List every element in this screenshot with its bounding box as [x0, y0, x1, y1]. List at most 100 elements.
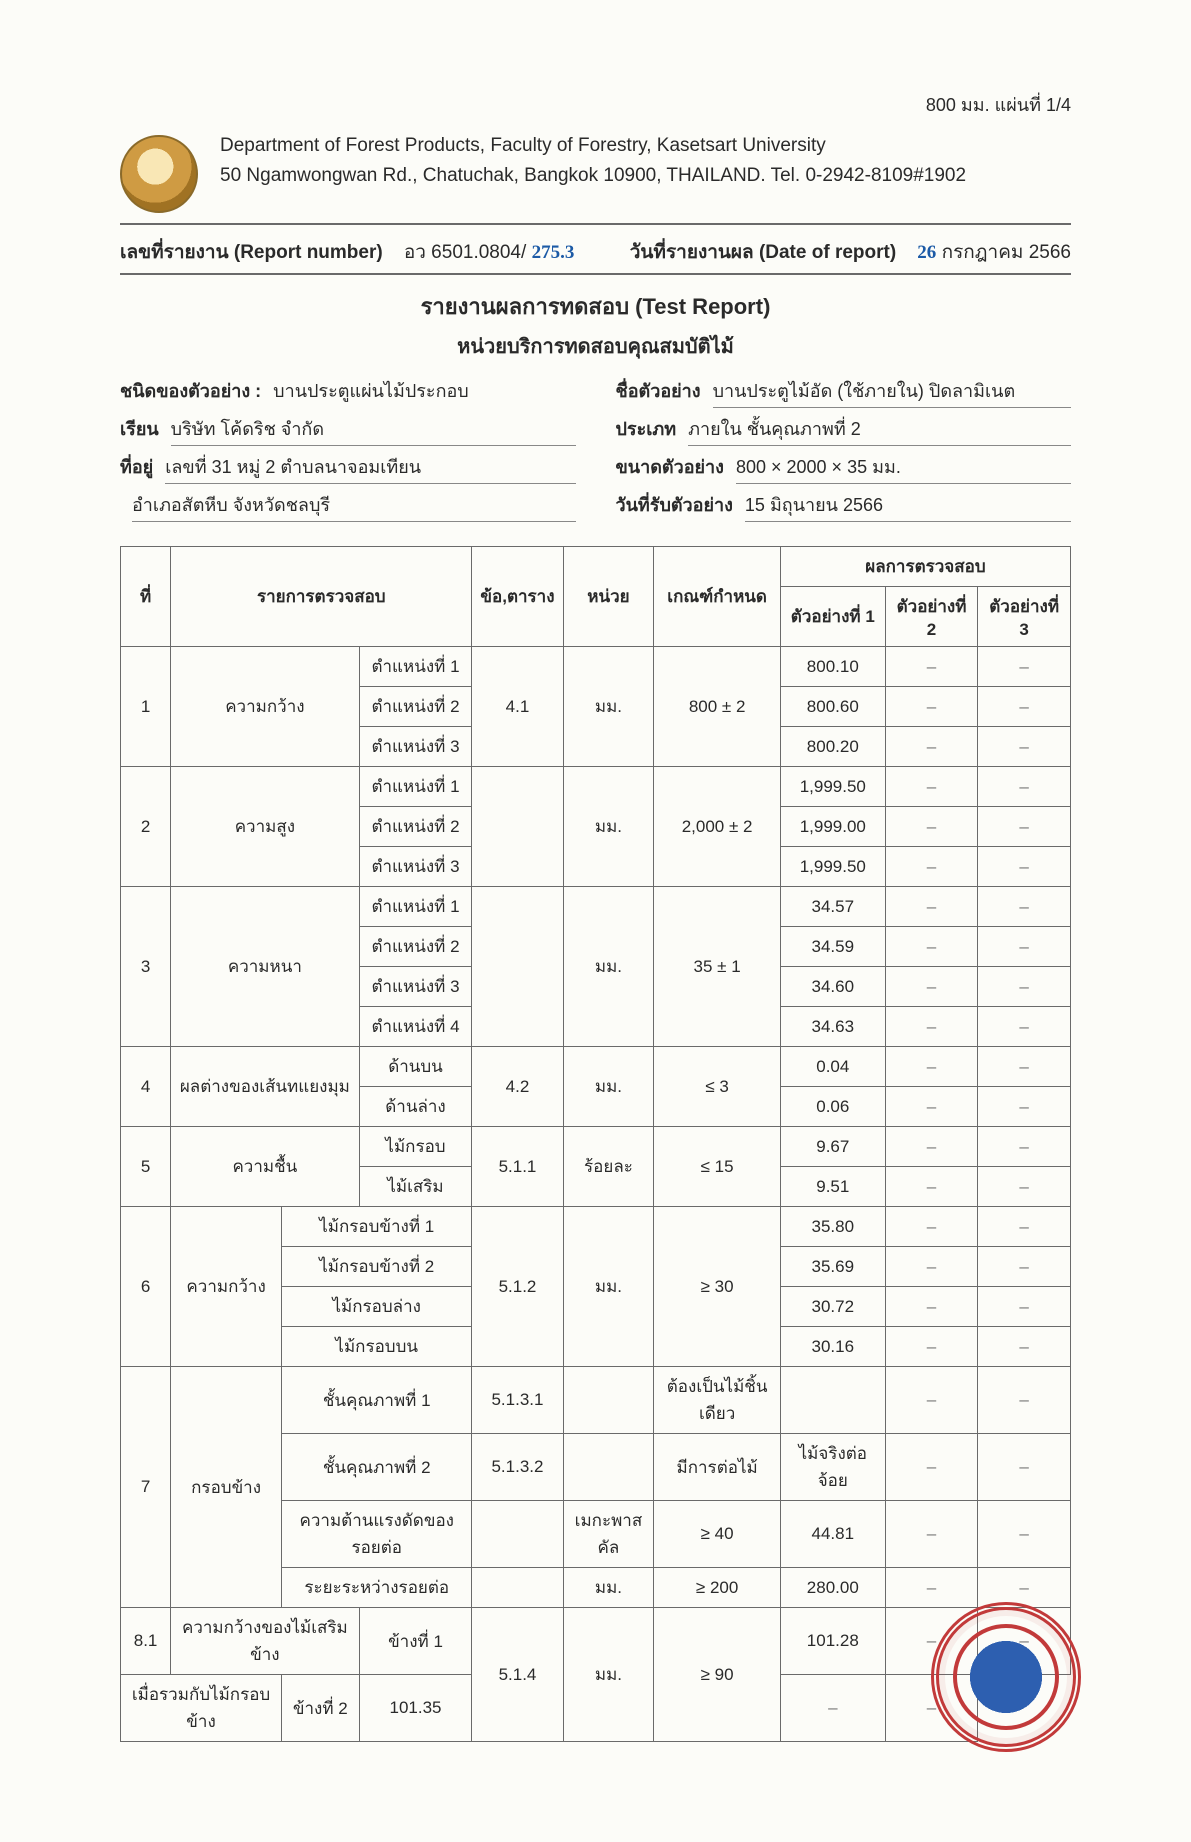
- meta-value: เลขที่ 31 หมู่ 2 ตำบลนาจอมเทียน: [165, 452, 575, 484]
- table-cell: –: [978, 1247, 1071, 1287]
- table-cell: –: [885, 1568, 978, 1608]
- table-cell: 5.1.2: [472, 1207, 563, 1367]
- table-cell: –: [978, 1007, 1071, 1047]
- report-number-label: เลขที่รายงาน (Report number): [120, 242, 383, 263]
- table-cell: ไม้กรอบ: [359, 1127, 472, 1167]
- meta-value: ภายใน ชั้นคุณภาพที่ 2: [688, 414, 1071, 446]
- table-cell: –: [978, 727, 1071, 767]
- table-row: 2ความสูงตำแหน่งที่ 1มม.2,000 ± 21,999.50…: [121, 767, 1071, 807]
- table-cell: –: [978, 1207, 1071, 1247]
- table-cell: มม.: [563, 1207, 654, 1367]
- page-number: 800 มม. แผ่นที่ 1/4: [120, 90, 1071, 119]
- table-cell: –: [978, 687, 1071, 727]
- table-cell: –: [978, 1087, 1071, 1127]
- table-cell: –: [885, 1247, 978, 1287]
- table-cell: –: [885, 967, 978, 1007]
- table-cell: ความหนา: [171, 887, 359, 1047]
- table-cell: ตำแหน่งที่ 2: [359, 927, 472, 967]
- table-cell: –: [978, 887, 1071, 927]
- table-cell: ระยะระหว่างรอยต่อ: [282, 1568, 472, 1608]
- table-cell: –: [978, 807, 1071, 847]
- table-cell: –: [978, 1327, 1071, 1367]
- meta-label: ชื่อตัวอย่าง: [616, 376, 701, 408]
- table-cell: –: [978, 1568, 1071, 1608]
- table-cell: ข้างที่ 2: [282, 1675, 360, 1742]
- table-cell: 800 ± 2: [654, 647, 781, 767]
- table-row: 4ผลต่างของเส้นทแยงมุมด้านบน4.2มม.≤ 30.04…: [121, 1047, 1071, 1087]
- th-criteria: เกณฑ์กำหนด: [654, 547, 781, 647]
- table-cell: 34.60: [780, 967, 885, 1007]
- table-cell: –: [885, 1287, 978, 1327]
- meta-value: 800 × 2000 × 35 มม.: [736, 452, 1071, 484]
- table-cell: –: [978, 1287, 1071, 1327]
- table-cell: กรอบข้าง: [171, 1367, 282, 1608]
- th-clause: ข้อ,ตาราง: [472, 547, 563, 647]
- table-head: ที่ รายการตรวจสอบ ข้อ,ตาราง หน่วย เกณฑ์ก…: [121, 547, 1071, 647]
- table-cell: –: [978, 1434, 1071, 1501]
- table-cell: –: [885, 1087, 978, 1127]
- table-cell: ชั้นคุณภาพที่ 1: [282, 1367, 472, 1434]
- table-cell: ตำแหน่งที่ 3: [359, 967, 472, 1007]
- meta-row: ขนาดตัวอย่าง 800 × 2000 × 35 มม.: [616, 452, 1072, 484]
- table-cell: 1,999.50: [780, 847, 885, 887]
- table-cell: ชั้นคุณภาพที่ 2: [282, 1434, 472, 1501]
- table-cell: –: [885, 1501, 978, 1568]
- table-row: 8.1ความกว้างของไม้เสริมข้างข้างที่ 15.1.…: [121, 1608, 1071, 1675]
- table-cell: 1: [121, 647, 171, 767]
- table-cell: –: [978, 927, 1071, 967]
- table-cell: [472, 887, 563, 1047]
- meta-row: เรียน บริษัท โค้ดริช จำกัด: [120, 414, 576, 446]
- table-cell: ตำแหน่งที่ 1: [359, 767, 472, 807]
- table-cell: 9.51: [780, 1167, 885, 1207]
- table-cell: ไม้กรอบบน: [282, 1327, 472, 1367]
- table-cell: –: [885, 1367, 978, 1434]
- table-row: 1ความกว้างตำแหน่งที่ 14.1มม.800 ± 2800.1…: [121, 647, 1071, 687]
- table-cell: ตำแหน่งที่ 1: [359, 887, 472, 927]
- table-cell: –: [885, 1167, 978, 1207]
- th-sample3: ตัวอย่างที่ 3: [978, 587, 1071, 647]
- table-cell: 5: [121, 1127, 171, 1207]
- table-cell: 4.2: [472, 1047, 563, 1127]
- table-cell: ไม้กรอบล่าง: [282, 1287, 472, 1327]
- table-cell: 30.16: [780, 1327, 885, 1367]
- th-results: ผลการตรวจสอบ: [780, 547, 1070, 587]
- table-cell: 280.00: [780, 1568, 885, 1608]
- table-cell: –: [885, 807, 978, 847]
- report-number: เลขที่รายงาน (Report number) อว 6501.080…: [120, 237, 574, 267]
- meta-value: บานประตูไม้อัด (ใช้ภายใน) ปิดลามิเนต: [713, 376, 1071, 408]
- th-sample2: ตัวอย่างที่ 2: [885, 587, 978, 647]
- meta-label: ที่อยู่: [120, 452, 153, 484]
- table-cell: –: [885, 927, 978, 967]
- table-cell: [472, 767, 563, 887]
- table-cell: มม.: [563, 1608, 654, 1742]
- letterhead: Department of Forest Products, Faculty o…: [120, 131, 1071, 225]
- table-cell: 9.67: [780, 1127, 885, 1167]
- table-cell: ≥ 90: [654, 1608, 781, 1742]
- table-cell: มม.: [563, 887, 654, 1047]
- table-cell: 2,000 ± 2: [654, 767, 781, 887]
- table-row: 5ความชื้นไม้กรอบ5.1.1ร้อยละ≤ 159.67––: [121, 1127, 1071, 1167]
- report-subtitle: หน่วยบริการทดสอบคุณสมบัติไม้: [120, 330, 1071, 362]
- table-cell: –: [885, 1007, 978, 1047]
- table-cell: –: [885, 687, 978, 727]
- report-date: วันที่รายงานผล (Date of report) 26 กรกฎา…: [630, 237, 1071, 267]
- table-cell: ความกว้างของไม้เสริมข้าง: [171, 1608, 359, 1675]
- table-cell: –: [978, 1167, 1071, 1207]
- table-cell: ต้องเป็นไม้ชิ้นเดียว: [654, 1367, 781, 1434]
- table-cell: มม.: [563, 647, 654, 767]
- table-cell: ไม้จริงต่อจ้อย: [780, 1434, 885, 1501]
- table-cell: ด้านบน: [359, 1047, 472, 1087]
- table-cell: มม.: [563, 767, 654, 887]
- report-number-prefix: อว 6501.0804/: [404, 242, 526, 263]
- table-body: 1ความกว้างตำแหน่งที่ 14.1มม.800 ± 2800.1…: [121, 647, 1071, 1742]
- th-unit: หน่วย: [563, 547, 654, 647]
- table-cell: ร้อยละ: [563, 1127, 654, 1207]
- table-cell: 6: [121, 1207, 171, 1367]
- table-cell: ตำแหน่งที่ 3: [359, 727, 472, 767]
- table-cell: ≤ 15: [654, 1127, 781, 1207]
- table-cell: ตำแหน่งที่ 4: [359, 1007, 472, 1047]
- table-cell: 44.81: [780, 1501, 885, 1568]
- meta-label: วันที่รับตัวอย่าง: [616, 490, 733, 522]
- report-date-hand: 26: [917, 242, 936, 263]
- table-cell: 34.57: [780, 887, 885, 927]
